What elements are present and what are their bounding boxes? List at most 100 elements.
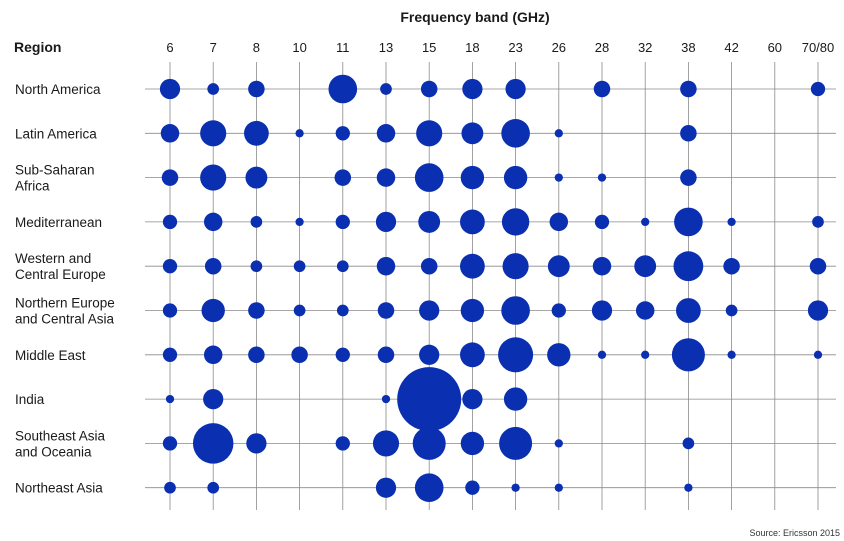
region-label: Northern Europe: [15, 296, 115, 311]
region-label: Southeast Asia: [15, 428, 106, 443]
bubble: [813, 350, 823, 359]
bubble: [499, 426, 533, 460]
bubble: [162, 303, 178, 318]
bubble: [377, 302, 395, 319]
bubble: [461, 122, 484, 145]
x-tick-label: 38: [681, 40, 695, 55]
bubble: [160, 124, 180, 143]
bubble: [549, 212, 569, 232]
bubble: [162, 436, 178, 451]
bubble: [248, 302, 265, 319]
bubble: [460, 342, 485, 368]
bubble: [328, 74, 358, 104]
bubble: [462, 78, 483, 100]
bubble: [554, 483, 563, 492]
region-label: Central Europe: [15, 267, 106, 282]
bubble: [376, 168, 396, 187]
bubble: [547, 255, 570, 278]
bubble: [554, 129, 563, 138]
chart-title: Frequency band (GHz): [400, 9, 549, 25]
x-tick-label: 11: [336, 40, 350, 55]
bubble: [250, 260, 263, 273]
bubble: [162, 347, 178, 362]
bubble: [460, 431, 485, 456]
bubble: [335, 214, 350, 230]
bubble: [592, 256, 612, 276]
region-label: Northeast Asia: [15, 481, 103, 496]
bubble: [244, 120, 269, 146]
bubble: [381, 394, 391, 404]
bubble: [159, 78, 181, 100]
bubble: [810, 81, 826, 97]
region-label: Sub-Saharan: [15, 163, 95, 178]
bubble: [203, 212, 223, 232]
bubble: [503, 387, 528, 411]
bubble: [460, 253, 485, 279]
x-tick-label: 8: [253, 40, 260, 55]
bubble: [634, 255, 657, 278]
bubble: [246, 433, 267, 454]
region-label: Africa: [15, 179, 50, 194]
region-label: Western and: [15, 251, 91, 266]
bubble: [671, 338, 705, 372]
x-tick-label: 42: [724, 40, 738, 55]
bubble: [376, 256, 396, 276]
bubble: [248, 346, 265, 364]
region-label: and Central Asia: [15, 312, 115, 327]
bubble: [465, 480, 480, 495]
bubble: [204, 257, 222, 275]
bubble: [291, 346, 308, 364]
x-tick-label: 13: [379, 40, 393, 55]
bubble: [460, 298, 485, 323]
bubble: [375, 477, 397, 498]
bubble: [419, 344, 440, 365]
source-note: Source: Ericsson 2015: [749, 528, 840, 538]
bubble: [501, 296, 530, 325]
bubble: [293, 304, 306, 317]
bubble: [372, 430, 400, 457]
bubble: [207, 481, 220, 494]
x-tick-label: 70/80: [802, 40, 835, 55]
bubble: [200, 120, 227, 147]
bubble: [680, 80, 697, 98]
bubble: [460, 165, 485, 190]
bubble: [245, 166, 268, 189]
x-tick-label: 18: [465, 40, 479, 55]
x-tick-label: 10: [292, 40, 306, 55]
bubble: [807, 300, 829, 321]
bubble: [809, 257, 827, 275]
bubble: [680, 125, 697, 142]
bubble: [597, 350, 607, 359]
bubble: [420, 257, 438, 275]
bubble: [725, 304, 738, 317]
bubble: [203, 388, 224, 410]
bubble: [551, 303, 566, 318]
bubble: [414, 473, 444, 503]
bubble: [511, 483, 520, 492]
x-tick-label: 23: [508, 40, 522, 55]
bubble: [335, 126, 350, 141]
region-label: North America: [15, 82, 101, 97]
x-tick-label: 60: [768, 40, 782, 55]
bubble: [723, 257, 740, 275]
x-tick-label: 7: [210, 40, 217, 55]
bubble: [207, 83, 220, 95]
region-label: Latin America: [15, 126, 97, 141]
bubble: [641, 350, 650, 359]
bubble: [414, 163, 444, 192]
bubble: [248, 80, 265, 98]
bubble: [200, 164, 227, 191]
bubble: [505, 78, 526, 100]
region-labels: North America Latin America Sub-SaharanAfr…: [15, 82, 115, 496]
bubble: [462, 388, 483, 410]
bubble: [162, 259, 178, 274]
region-label: and Oceania: [15, 444, 92, 459]
bubble: [498, 337, 534, 373]
bubble: [501, 118, 530, 148]
bubble: [597, 173, 607, 182]
bubble: [673, 251, 704, 282]
x-tick-label: 26: [552, 40, 566, 55]
bubble: [635, 301, 655, 320]
bubble: [460, 209, 485, 235]
bubble: [336, 260, 349, 273]
